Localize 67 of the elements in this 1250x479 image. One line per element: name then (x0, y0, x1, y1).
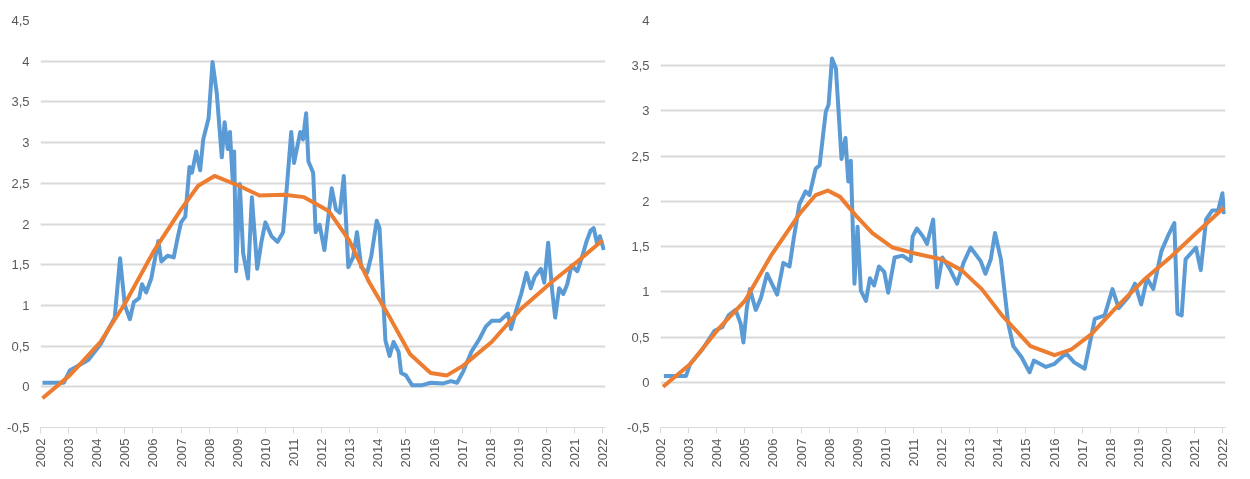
x-tick-label: 2022 (595, 438, 611, 468)
line-series (661, 188, 1226, 389)
x-tick-label: 2016 (1046, 438, 1062, 468)
y-tick-label: 0 (642, 374, 650, 390)
y-tick-label: 2,5 (11, 175, 30, 191)
y-tick-label: 1 (22, 297, 30, 313)
x-tick-label: 2013 (342, 438, 358, 468)
x-tick-label: 2020 (1158, 438, 1174, 468)
y-tick-label: 2,5 (631, 148, 650, 164)
y-tick-label: 3 (22, 135, 30, 151)
x-tick-label: 2012 (314, 438, 330, 468)
x-tick-label: 2016 (426, 438, 442, 468)
y-tick-label: -0,5 (7, 420, 30, 435)
y-tick-label: 4,5 (11, 13, 30, 28)
x-tick-label: 2015 (398, 438, 414, 468)
x-tick-label: 2008 (201, 438, 217, 468)
x-tick-label: 2007 (173, 438, 189, 468)
line-series (40, 60, 606, 388)
x-tick-label: 2021 (567, 438, 583, 468)
x-tick-label: 2003 (681, 438, 697, 468)
x-tick-label: 2018 (482, 438, 498, 468)
x-tick-label: 2019 (1130, 438, 1146, 468)
y-tick-label: 3,5 (631, 58, 650, 74)
x-tick-label: 2019 (510, 438, 526, 468)
x-tick-label: 2006 (145, 438, 161, 468)
y-tick-label: 1,5 (631, 239, 650, 255)
x-tick-label: 2013 (962, 438, 978, 468)
y-tick-label: 3 (642, 103, 650, 119)
x-tick-label: 2004 (709, 438, 725, 468)
x-tick-label: 2012 (934, 438, 950, 468)
x-tick-label: 2022 (1215, 438, 1231, 468)
y-tick-label: 4 (22, 53, 30, 69)
x-tick-label: 2003 (61, 438, 77, 468)
y-tick-label: 4 (642, 13, 650, 28)
y-tick-label: 0,5 (631, 329, 650, 345)
y-tick-label: 1,5 (11, 257, 30, 273)
y-tick-label: 1 (642, 284, 650, 300)
x-tick-label: 2007 (793, 438, 809, 468)
y-tick-label: 3,5 (11, 94, 30, 110)
y-tick-label: -0,5 (627, 420, 650, 435)
x-tick-label: 2010 (877, 438, 893, 468)
x-tick-label: 2005 (117, 438, 133, 468)
x-tick-label: 2006 (765, 438, 781, 468)
x-tick-label: 2008 (821, 438, 837, 468)
x-tick-label: 2002 (653, 438, 668, 468)
y-tick-label: 0,5 (11, 338, 30, 354)
y-tick-label: 2 (22, 216, 30, 232)
x-tick-label: 2021 (1187, 438, 1203, 468)
x-tick-label: 2009 (849, 438, 865, 468)
x-tick-label: 2017 (1074, 438, 1090, 468)
x-tick-label: 2004 (89, 438, 105, 468)
x-tick-label: 2014 (370, 438, 386, 468)
x-tick-label: 2010 (257, 438, 273, 468)
x-tick-label: 2014 (990, 438, 1006, 468)
x-tick-label: 2020 (538, 438, 554, 468)
y-tick-label: 2 (642, 193, 650, 209)
line-series (661, 56, 1226, 378)
x-tick-label: 2015 (1018, 438, 1034, 468)
line-series (40, 173, 605, 401)
x-tick-label: 2018 (1102, 438, 1118, 468)
x-tick-label: 2017 (454, 438, 470, 468)
x-tick-label: 2011 (905, 438, 921, 467)
x-tick-label: 2011 (285, 438, 301, 467)
x-tick-label: 2005 (737, 438, 753, 468)
y-tick-label: 0 (22, 379, 30, 395)
x-tick-label: 2002 (33, 438, 48, 468)
x-tick-label: 2009 (229, 438, 245, 468)
